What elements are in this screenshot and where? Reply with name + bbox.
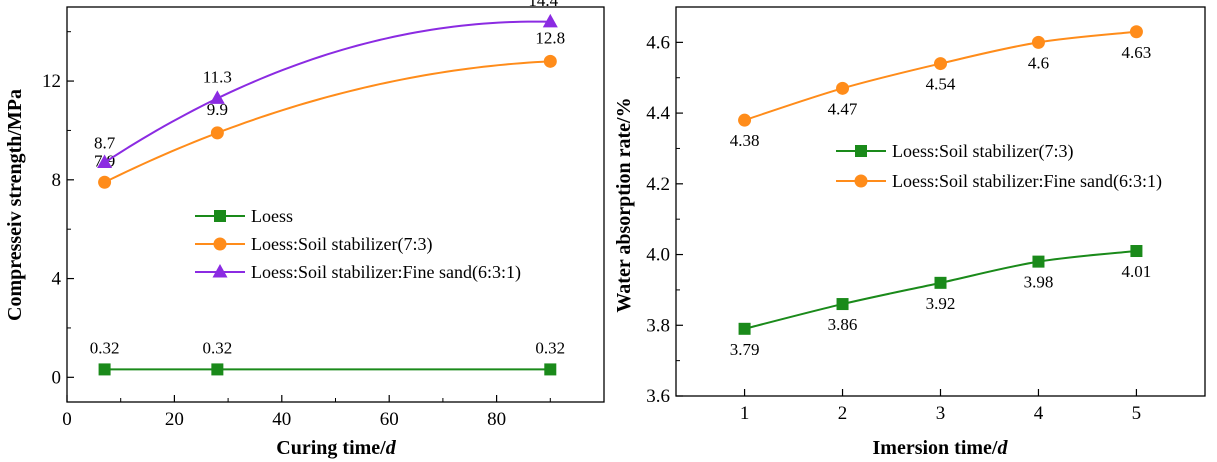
- y-tick-label: 12: [42, 71, 61, 92]
- data-point: [99, 363, 111, 375]
- data-point: [211, 126, 224, 139]
- data-label: 3.98: [1024, 273, 1054, 292]
- y-tick-label: 8: [52, 170, 62, 191]
- data-point: [836, 82, 849, 95]
- legend-marker: [855, 145, 867, 157]
- data-point: [1130, 245, 1142, 257]
- legend-marker: [214, 238, 227, 251]
- data-label: 11.3: [203, 67, 232, 86]
- x-tick-label: 4: [1034, 403, 1044, 424]
- series-line: [105, 22, 551, 163]
- x-tick-label: 0: [62, 409, 72, 430]
- legend-label: Loess: [251, 206, 293, 226]
- data-label: 12.8: [535, 28, 565, 47]
- data-label: 0.32: [90, 338, 120, 357]
- data-point: [1032, 36, 1045, 49]
- chart-panel-2: 1 2 3 4 5 3.6 3.8 4.0 4.2 4.4 4.6 Imersion time/d Wa…: [613, 7, 1205, 459]
- legend-label: Loess:Soil stabilizer(7:3): [251, 234, 432, 255]
- data-point: [543, 14, 558, 28]
- y-tick-label: 4.4: [646, 103, 670, 124]
- legend-label: Loess:Soil stabilizer(7:3): [892, 141, 1073, 162]
- data-label: 0.32: [535, 338, 565, 357]
- data-label: 3.92: [926, 294, 956, 313]
- legend-label: Loess:Soil stabilizer:Fine sand(6:3:1): [251, 262, 521, 283]
- data-point: [1032, 256, 1044, 268]
- y-tick-label: 4: [52, 269, 62, 290]
- x-tick-label: 5: [1132, 403, 1142, 424]
- x-tick-label: 40: [272, 409, 291, 430]
- y-tick-label: 4.6: [646, 32, 670, 53]
- data-point: [544, 363, 556, 375]
- y-axis-title: Water absorption rate/%: [613, 97, 635, 312]
- legend-marker: [213, 264, 228, 278]
- data-point: [837, 298, 849, 310]
- x-axis-title: Curing time/d: [276, 437, 396, 459]
- x-axis-title-main: Imersion time/: [873, 437, 998, 459]
- x-tick-label: 20: [165, 409, 184, 430]
- series-2: 4.38 4.47 4.54 4.6 4.63: [730, 25, 1152, 150]
- series-3: 8.7 11.3 14.4: [94, 0, 559, 168]
- y-axis-title: Compresseiv strength/MPa: [4, 89, 26, 321]
- plot-frame: [67, 7, 604, 402]
- legend-marker: [855, 175, 868, 188]
- data-label: 4.38: [730, 131, 760, 150]
- data-label: 4.63: [1122, 43, 1152, 62]
- data-label: 3.79: [730, 340, 760, 359]
- data-point: [211, 363, 223, 375]
- data-point: [1130, 25, 1143, 38]
- data-label: 14.4: [528, 0, 558, 10]
- legend: Loess:Soil stabilizer(7:3) Loess:Soil sta…: [836, 141, 1162, 192]
- x-tick-label: 1: [740, 403, 750, 424]
- series-2: 7.99.912.8: [94, 28, 565, 188]
- legend-marker: [214, 210, 226, 222]
- y-tick-label: 4.0: [646, 245, 670, 266]
- data-label: 8.7: [94, 134, 116, 153]
- data-point: [935, 277, 947, 289]
- x-axis-title: Imersion time/d: [873, 437, 1009, 459]
- legend: Loess Loess:Soil stabilizer(7:3) Loess:Soi…: [195, 206, 521, 283]
- series-line: [745, 251, 1137, 329]
- data-label: 3.86: [828, 315, 858, 334]
- y-tick-label: 0: [52, 367, 62, 388]
- legend-label: Loess:Soil stabilizer:Fine sand(6:3:1): [892, 171, 1162, 192]
- x-axis-title-unit: d: [997, 437, 1008, 459]
- y-tick-label: 3.8: [646, 315, 670, 336]
- series-1: 3.79 3.86 3.92 3.98 4.01: [730, 245, 1152, 359]
- x-axis-title-unit: d: [386, 437, 397, 459]
- data-point: [934, 57, 947, 70]
- data-label: 4.6: [1028, 53, 1049, 72]
- data-point: [210, 90, 225, 104]
- x-axis-title-main: Curing time/: [276, 437, 386, 459]
- y-tick-label: 4.2: [646, 174, 670, 195]
- x-tick-label: 60: [380, 409, 399, 430]
- data-label: 4.54: [926, 75, 956, 94]
- data-point: [544, 55, 557, 68]
- x-tick-label: 3: [936, 403, 946, 424]
- data-label: 4.01: [1122, 262, 1152, 281]
- x-tick-label: 80: [487, 409, 506, 430]
- data-label: 0.32: [202, 338, 232, 357]
- series-1: 0.32 0.32 0.32: [90, 338, 565, 375]
- data-point: [98, 176, 111, 189]
- data-label: 4.47: [828, 99, 858, 118]
- chart-panel-1: 0 20 40 60 80 0 4 8 12 Curing time/d Compresseiv s…: [4, 0, 604, 459]
- x-tick-label: 2: [838, 403, 848, 424]
- data-point: [738, 114, 751, 127]
- y-tick-label: 3.6: [646, 386, 670, 407]
- data-point: [739, 323, 751, 335]
